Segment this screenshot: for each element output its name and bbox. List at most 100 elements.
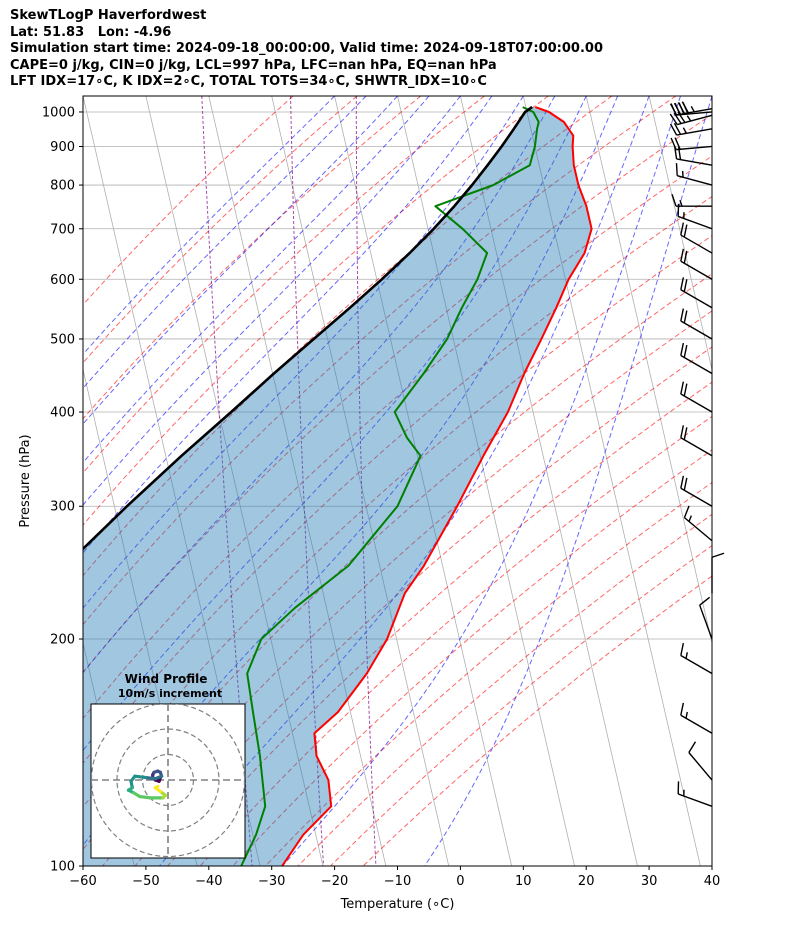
dry-adiabat-line [83, 235, 712, 808]
convective-params-line: CAPE=0 j/kg, CIN=0 j/kg, LCL=997 hPa, LF… [10, 57, 497, 73]
x-tick-label: 20 [578, 874, 595, 889]
wind-barb-staff [680, 234, 713, 254]
wind-barb-staff [680, 289, 713, 309]
dry-adiabat-line [83, 96, 549, 526]
wind-barb [669, 111, 713, 126]
wind-barb [680, 308, 713, 340]
wind-barb [669, 122, 713, 136]
y-tick-label: 200 [50, 633, 75, 648]
wind-barb-staff [680, 260, 713, 280]
inset-title: Wind Profile [125, 672, 208, 686]
y-tick-label: 700 [50, 222, 75, 237]
moist-adiabat-line [83, 96, 430, 464]
axes: −60 −50 −40 −30 −20 −10 0 10 20 30 40 1000 900 800 700… [18, 105, 720, 912]
moist-adiabat-line [83, 96, 556, 674]
moist-adiabat-line [83, 96, 335, 356]
wind-barb-flag [670, 103, 677, 116]
chart-header: SkewTLogP Haverfordwest Lat: 51.83 Lon: … [10, 8, 603, 91]
wind-barb-half-flag [679, 199, 683, 207]
x-tick-label: 30 [641, 874, 658, 889]
wind-barb [680, 702, 713, 734]
isotherm-line [334, 96, 513, 866]
sounding-profiles [83, 106, 593, 866]
x-tick-label: 10 [515, 874, 532, 889]
x-axis-label: Temperature (∘C) [340, 897, 455, 912]
chart-title: SkewTLogP Haverfordwest [10, 8, 207, 23]
wind-barb [671, 193, 712, 207]
wind-barb-flag [675, 163, 678, 176]
y-tick-label: 1000 [42, 105, 75, 120]
x-tick-label: −50 [132, 874, 159, 889]
dry-adiabat-line [330, 544, 712, 866]
x-tick-label: 0 [456, 874, 464, 889]
y-tick-label: 900 [50, 140, 75, 155]
moist-adiabat-line [424, 96, 712, 866]
dewpoint-line [240, 106, 540, 866]
wind-barb [677, 203, 713, 230]
wind-barb-flag [680, 475, 685, 489]
wind-barb [680, 342, 713, 375]
wind-barb [683, 505, 713, 542]
wind-barbs [669, 101, 725, 807]
wind-barb [670, 137, 713, 151]
dry-adiabat-line [83, 96, 358, 364]
wind-barb-flag [677, 111, 686, 123]
wind-barb-staff [680, 320, 713, 340]
mixing-ratio-line [290, 96, 325, 866]
location-line: Lat: 51.83 Lon: -4.96 [10, 24, 172, 40]
wind-barb-staff [680, 437, 713, 457]
wind-barb [711, 552, 725, 594]
moist-adiabat-line [83, 96, 367, 390]
wind-barb-staff [699, 604, 713, 640]
y-tick-label: 400 [50, 406, 75, 421]
wind-barb-flag [680, 702, 685, 716]
wind-barb-flag [683, 344, 688, 358]
wind-barb-staff [676, 158, 713, 166]
wind-barb-flag [683, 250, 688, 264]
cin-shading [83, 107, 592, 866]
y-axis-label: Pressure (hPa) [18, 434, 33, 527]
wind-barb-flag [699, 596, 711, 606]
dry-adiabat-line [83, 96, 677, 626]
wind-barb-flag [680, 425, 685, 438]
hodograph-segment [153, 784, 160, 790]
wind-barb-flag [678, 102, 685, 115]
wind-barb-flag [673, 146, 678, 160]
parcel-line [83, 106, 533, 551]
isotherm-line [585, 96, 712, 645]
wind-barb [677, 781, 713, 807]
wind-barb [680, 277, 713, 309]
wind-barb [680, 475, 713, 507]
moist-adiabat-line [83, 96, 461, 506]
wind-barb-half-flag [688, 515, 692, 522]
wind-barb-flag [683, 310, 688, 324]
wind-barb [675, 163, 713, 186]
wind-barb-half-flag [685, 711, 688, 719]
wind-barb-flag [677, 147, 682, 160]
x-tick-label: 40 [704, 874, 721, 889]
isotherm-line [522, 96, 701, 866]
wind-barb-flag [669, 123, 678, 136]
dry-adiabat-line [102, 310, 712, 866]
moist-adiabat-line [159, 96, 650, 866]
moist-adiabat-line [83, 96, 619, 847]
wind-barb-flag [680, 222, 685, 236]
wind-barb-half-flag [690, 105, 695, 113]
isotherm-line [711, 96, 712, 98]
y-tick-label: 800 [50, 179, 75, 194]
isotherm-line [460, 96, 638, 866]
dry-adiabat-line [232, 449, 712, 866]
wind-barb-staff [680, 487, 713, 507]
wind-barb-staff [680, 393, 713, 413]
wind-barb-staff [676, 145, 713, 151]
wind-barb-half-flag [682, 127, 688, 134]
mixing-ratio-line [355, 96, 377, 866]
wind-barb-flag [673, 122, 682, 135]
dry-adiabat-line [83, 96, 294, 306]
stability-indices-line: LFT IDX=17∘C, K IDX=2∘C, TOTAL TOTS=34∘C… [10, 74, 487, 90]
isotherm-line [0, 96, 8, 866]
isotherm-line [145, 96, 324, 866]
wind-barb-flag [680, 308, 685, 322]
hodograph-segment [138, 794, 152, 800]
